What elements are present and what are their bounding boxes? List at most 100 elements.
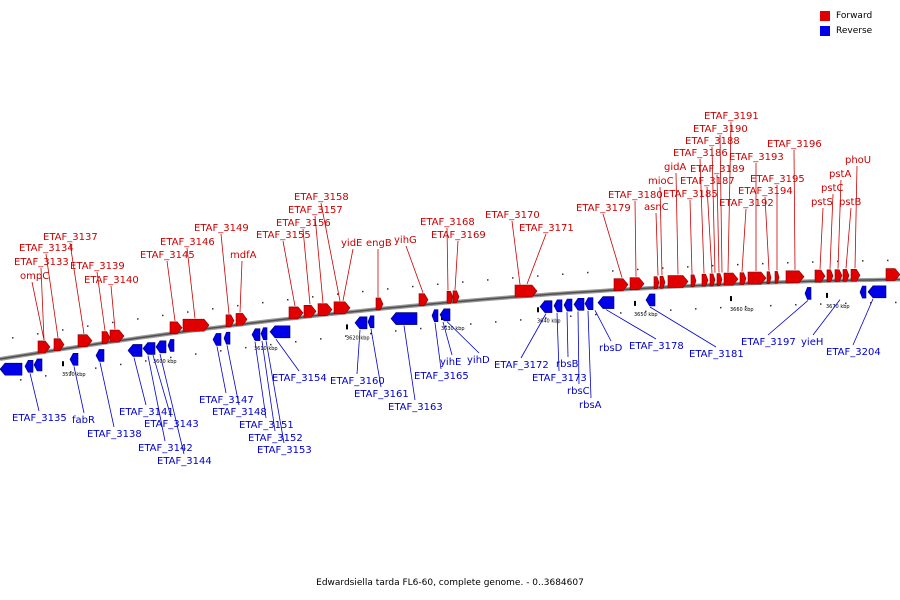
forward-gene-label: phoU: [845, 155, 871, 166]
tick-dot: [95, 367, 97, 369]
reverse-swatch: [820, 25, 830, 36]
tick-dot: [495, 321, 497, 323]
tick-dot: [195, 353, 197, 355]
forward-gene-label: ETAF_3191: [704, 111, 759, 122]
legend-reverse-label: Reverse: [836, 25, 873, 36]
reverse-leader-line: [29, 373, 40, 412]
forward-gene-label: ETAF_3137: [43, 232, 98, 243]
tick-dot: [420, 327, 422, 330]
forward-leader-line: [716, 174, 720, 273]
forward-gene-label: ETAF_3146: [160, 237, 215, 248]
forward-gene-arrow: [235, 313, 248, 326]
forward-gene-arrow: [850, 268, 861, 282]
reverse-gene-arrow: [167, 339, 175, 352]
reverse-gene-arrow: [859, 285, 867, 299]
reverse-gene-arrow: [584, 297, 594, 310]
forward-gene-label: ETAF_3155: [256, 230, 311, 241]
reverse-gene-arrow: [804, 287, 812, 300]
reverse-leader-line: [159, 353, 185, 455]
tick-dot: [770, 304, 772, 307]
reverse-gene-arrow: [439, 308, 451, 322]
forward-gene-arrow: [613, 278, 629, 291]
tick-dot: [737, 263, 739, 266]
tick-dot: [220, 350, 222, 352]
tick-dot: [45, 375, 47, 377]
forward-gene-arrow: [303, 305, 317, 318]
tick-dot: [545, 317, 547, 319]
forward-leader-line: [689, 199, 693, 274]
forward-gene-label: pstS: [811, 197, 833, 208]
reverse-leader-line: [767, 300, 809, 336]
reverse-leader-line: [147, 355, 166, 442]
tick-dot: [270, 343, 272, 346]
reverse-gene-arrow: [367, 315, 375, 329]
reverse-gene-label: ETAF_3135: [12, 413, 67, 424]
scale-label: 3610 kbp: [254, 346, 278, 352]
tick-dot: [845, 302, 847, 305]
tick-dot: [820, 303, 822, 305]
reverse-gene-arrow: [867, 285, 887, 299]
forward-leader-line: [40, 267, 45, 340]
forward-gene-arrow: [317, 303, 333, 316]
tick-dot: [787, 262, 789, 264]
forward-leader-line: [699, 158, 705, 274]
tick-dot: [812, 261, 814, 263]
forward-leader-line: [659, 186, 663, 276]
forward-leader-line: [320, 202, 341, 302]
forward-gene-label: engB: [366, 238, 392, 249]
tick-dot: [562, 273, 564, 275]
forward-leader-line: [96, 271, 106, 331]
tick-dot: [487, 279, 489, 281]
reverse-gene-arrow: [0, 362, 23, 376]
reverse-gene-label: ETAF_3154: [272, 373, 327, 384]
reverse-gene-label: ETAF_3144: [157, 456, 212, 467]
reverse-leader-line: [403, 325, 416, 401]
forward-gene-arrow: [747, 271, 767, 285]
reverse-gene-arrow: [142, 342, 156, 355]
forward-leader-line: [706, 186, 713, 273]
reverse-leader-line: [254, 341, 267, 419]
reverse-gene-arrow: [155, 340, 167, 354]
tick-dot: [162, 314, 164, 317]
forward-leader-line: [511, 220, 521, 285]
forward-gene-arrow: [659, 276, 666, 289]
forward-leader-line: [282, 240, 296, 307]
reverse-gene-label: ETAF_3152: [248, 433, 303, 444]
tick-dot: [762, 262, 764, 265]
forward-gene-arrow: [225, 314, 235, 328]
reverse-gene-arrow: [354, 316, 368, 330]
forward-leader-line: [845, 207, 852, 269]
forward-gene-label: ETAF_3140: [84, 275, 139, 286]
reverse-gene-arrow: [95, 349, 105, 362]
tick-dot: [37, 333, 39, 335]
tick-dot: [662, 267, 664, 269]
forward-gene-label: ETAF_3188: [685, 136, 740, 147]
scale-label: 3600 kbp: [153, 359, 177, 365]
reverse-gene-label: ETAF_3138: [87, 429, 142, 440]
forward-gene-arrow: [446, 291, 454, 304]
forward-leader-line: [602, 213, 623, 278]
scale-label: 3650 kbp: [634, 312, 658, 318]
tick-dot: [245, 346, 247, 349]
forward-gene-arrow: [826, 269, 834, 283]
reverse-gene-label: yihE: [440, 357, 461, 368]
legend-forward-label: Forward: [836, 10, 873, 21]
tick-dot: [70, 371, 72, 373]
forward-gene-label: ETAF_3186: [673, 148, 728, 159]
forward-gene-arrow: [514, 284, 538, 298]
reverse-gene-label: ETAF_3147: [199, 395, 254, 406]
tick-dot: [520, 319, 522, 321]
reverse-gene-arrow: [390, 312, 418, 325]
forward-gene-arrow: [169, 321, 183, 335]
forward-gene-label: ETAF_3189: [690, 164, 745, 175]
forward-gene-arrow: [452, 290, 460, 304]
reverse-gene-label: fabR: [72, 415, 95, 426]
forward-leader-line: [854, 165, 858, 269]
forward-gene-label: gidA: [664, 162, 686, 173]
forward-gene-label: yihG: [394, 235, 417, 246]
forward-gene-arrow: [77, 334, 93, 348]
reverse-gene-label: yihD: [467, 355, 490, 366]
legend-reverse: Reverse: [820, 23, 890, 38]
tick-dot: [120, 363, 122, 366]
